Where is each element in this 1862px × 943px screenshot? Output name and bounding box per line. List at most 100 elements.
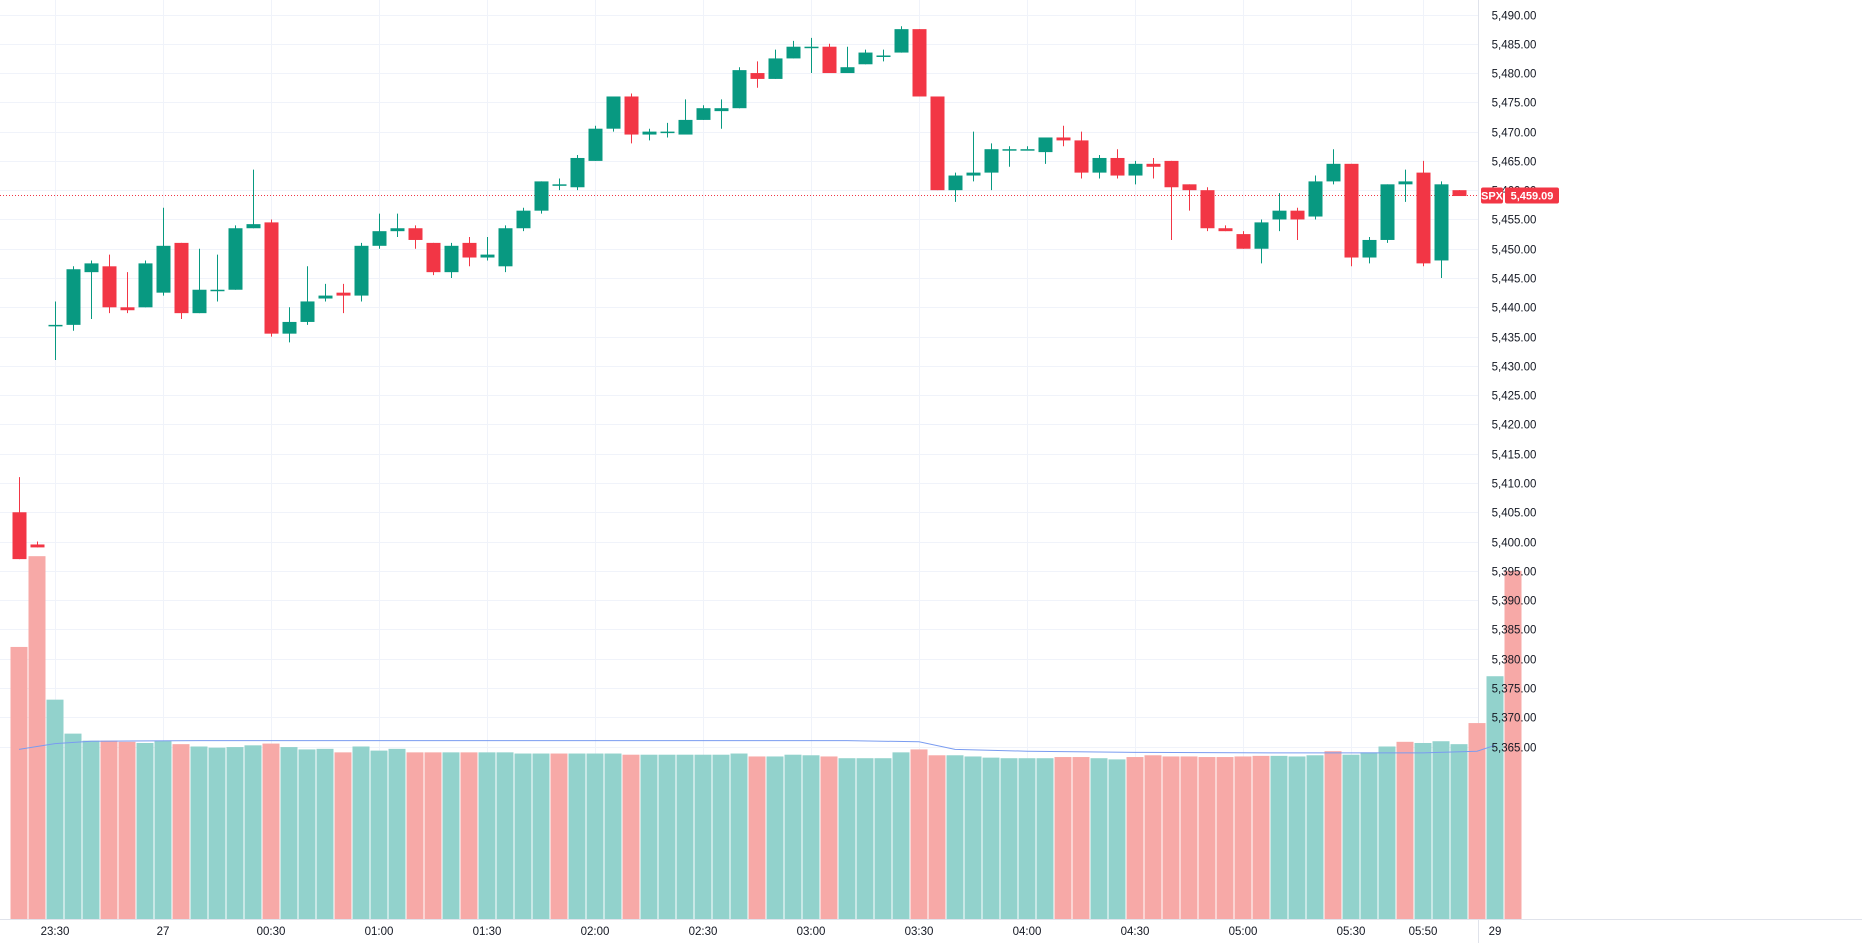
candle [390, 213, 405, 238]
candle [552, 178, 567, 191]
candle [912, 29, 927, 97]
candle [570, 155, 585, 191]
volume-bar [802, 755, 820, 919]
volume-bar [1252, 755, 1270, 919]
candle [1164, 160, 1179, 240]
volume-bar [676, 754, 694, 919]
candle-body [1272, 210, 1287, 220]
volume-bar [406, 752, 424, 919]
candle-body [30, 544, 45, 548]
candle-body [858, 52, 873, 65]
price-tick-label: 5,410.00 [1492, 479, 1537, 491]
candle-body [534, 181, 549, 211]
candle-body [660, 131, 675, 134]
volume-bar [1090, 758, 1108, 919]
candle [930, 96, 945, 191]
volume-bar [712, 754, 730, 919]
volume-bar [658, 754, 676, 919]
time-tick-label: 05:00 [1229, 926, 1258, 938]
candle [660, 122, 675, 138]
candle [984, 143, 999, 191]
candle [1182, 184, 1197, 211]
candle-body [1290, 210, 1305, 220]
candle-body [1254, 222, 1269, 249]
volume-bar [568, 753, 586, 919]
candle [480, 237, 495, 261]
volume-bar [856, 758, 874, 919]
candle-body [1164, 160, 1179, 188]
candle [1434, 181, 1449, 279]
candle-body [138, 263, 153, 308]
volume-bar [1324, 751, 1342, 919]
price-tick-label: 5,385.00 [1492, 625, 1537, 637]
volume-bar [1162, 756, 1180, 919]
candle [714, 99, 729, 129]
time-tick-label: 03:00 [797, 926, 826, 938]
volume-bar [190, 746, 208, 919]
candle-body [1092, 157, 1107, 173]
candle [1218, 225, 1233, 232]
time-axis[interactable]: 23:30 27 00:30 01:00 01:30 02:00 02:30 03:00 03:… [41, 926, 1502, 938]
price-tick-label: 5,445.00 [1492, 274, 1537, 286]
candle-body [804, 46, 819, 49]
candle-body [48, 324, 63, 327]
volume-bar [1486, 676, 1504, 919]
candle [804, 37, 819, 74]
volume-bar [334, 752, 352, 919]
candle [300, 266, 315, 325]
candle-body [1146, 163, 1161, 167]
candle [318, 283, 333, 302]
candle [732, 67, 747, 109]
candle [1110, 149, 1125, 179]
candle-body [1038, 137, 1053, 153]
price-tick-label: 5,430.00 [1492, 362, 1537, 374]
price-tick-label: 5,420.00 [1492, 420, 1537, 432]
candle-body [876, 55, 891, 57]
candle-body [120, 307, 135, 311]
candle-body [1074, 140, 1089, 173]
volume-bar [550, 753, 568, 919]
price-tick-label: 5,450.00 [1492, 245, 1537, 257]
candle [66, 266, 81, 331]
price-tick-label: 5,395.00 [1492, 567, 1537, 579]
volume-bar [640, 754, 658, 919]
price-tick-label: 5,380.00 [1492, 655, 1537, 667]
candlestick-series [12, 26, 1467, 560]
volume-bar [586, 753, 604, 919]
candle-body [66, 269, 81, 325]
volume-bar [64, 733, 82, 919]
candle-body [588, 128, 603, 161]
candle [1074, 131, 1089, 179]
candle [624, 93, 639, 144]
candle [1038, 137, 1053, 164]
time-tick-label: 23:30 [41, 926, 70, 938]
candle [858, 49, 873, 65]
price-tick-label: 5,465.00 [1492, 157, 1537, 169]
price-tick-label: 5,425.00 [1492, 391, 1537, 403]
volume-bar [748, 756, 766, 919]
candle-body [1056, 137, 1071, 141]
candle-body [768, 58, 783, 79]
symbol-tag-label: SPX [1481, 191, 1504, 203]
volume-bar [838, 758, 856, 919]
candle [588, 125, 603, 161]
candle-body [516, 210, 531, 229]
volume-bar [1504, 570, 1522, 919]
candle [876, 49, 891, 62]
volume-bar [1180, 756, 1198, 919]
candle [1092, 155, 1107, 179]
candle [1254, 219, 1269, 264]
candle-body [426, 242, 441, 273]
candle [1128, 160, 1143, 185]
candle [750, 61, 765, 88]
price-tick-label: 5,475.00 [1492, 98, 1537, 110]
candle-body [462, 242, 477, 258]
candle [462, 237, 477, 267]
candle [30, 541, 45, 548]
candle [156, 207, 171, 296]
candle [894, 26, 909, 53]
candle [408, 225, 423, 249]
candle-body [1326, 163, 1341, 182]
candle-body [1362, 239, 1377, 258]
